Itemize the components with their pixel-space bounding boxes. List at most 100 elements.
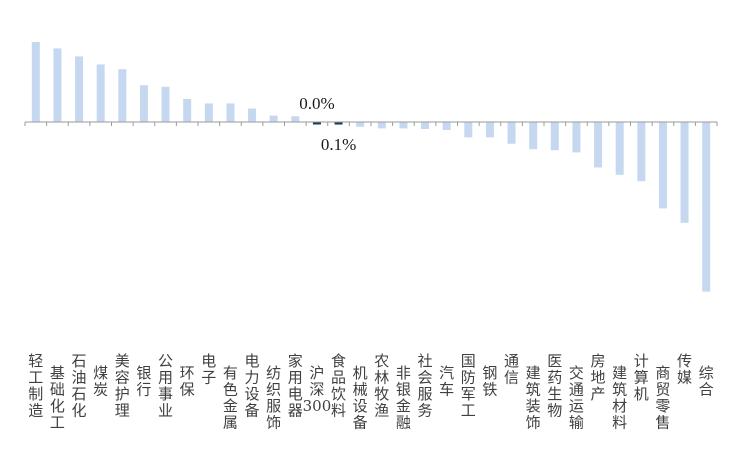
bar-食品饮料 <box>334 122 343 125</box>
svg-text:社: 社 <box>418 352 433 370</box>
svg-text:医: 医 <box>547 352 562 370</box>
svg-text:基: 基 <box>50 364 65 382</box>
svg-text:牧: 牧 <box>374 385 389 403</box>
x-tick-label-银行: 银行 <box>136 364 151 399</box>
svg-text:轻: 轻 <box>28 352 43 370</box>
bar-建筑材料 <box>615 122 624 175</box>
svg-text:传: 传 <box>677 352 692 370</box>
svg-text:美: 美 <box>115 352 130 370</box>
bar-钢铁 <box>485 122 494 138</box>
svg-text:运: 运 <box>569 397 584 415</box>
svg-text:防: 防 <box>461 369 476 387</box>
bar-商贸零售 <box>658 122 667 209</box>
svg-text:电: 电 <box>245 352 260 370</box>
svg-text:媒: 媒 <box>677 369 692 387</box>
svg-text:通: 通 <box>569 381 584 399</box>
bar-传媒 <box>680 122 689 223</box>
svg-text:工: 工 <box>28 369 43 387</box>
svg-text:融: 融 <box>396 414 411 432</box>
bar-电子 <box>204 103 213 122</box>
svg-text:装: 装 <box>526 397 541 415</box>
svg-text:300: 300 <box>303 397 332 415</box>
svg-text:物: 物 <box>547 402 562 420</box>
svg-text:煤: 煤 <box>93 364 108 382</box>
svg-text:生: 生 <box>547 385 562 403</box>
svg-text:贸: 贸 <box>655 381 670 399</box>
bar-电力设备 <box>248 108 257 122</box>
svg-text:纺: 纺 <box>266 364 281 382</box>
svg-text:综: 综 <box>699 364 714 382</box>
x-tick-label-综合: 综合 <box>699 364 714 399</box>
svg-text:业: 业 <box>158 402 173 420</box>
svg-text:汽: 汽 <box>439 364 454 382</box>
svg-text:石: 石 <box>72 352 87 370</box>
svg-text:国: 国 <box>461 352 476 370</box>
svg-text:有: 有 <box>223 364 238 382</box>
svg-text:农: 农 <box>374 352 389 370</box>
svg-text:饰: 饰 <box>266 414 281 432</box>
svg-text:军: 军 <box>461 385 476 403</box>
svg-text:零: 零 <box>655 397 670 415</box>
bar-轻工制造 <box>31 42 40 122</box>
svg-text:合: 合 <box>699 381 714 399</box>
svg-text:金: 金 <box>396 397 411 415</box>
svg-text:食: 食 <box>331 352 346 370</box>
svg-text:理: 理 <box>115 402 130 420</box>
x-tick-label-通信: 通信 <box>504 352 519 387</box>
svg-text:器: 器 <box>288 402 303 420</box>
bar-纺织服饰 <box>269 115 278 122</box>
svg-text:设: 设 <box>353 397 368 415</box>
svg-text:行: 行 <box>136 381 151 399</box>
svg-text:石: 石 <box>72 385 87 403</box>
bar-通信 <box>507 122 516 144</box>
data-label-沪深300: 0.0% <box>299 94 334 113</box>
bar-综合 <box>702 122 711 292</box>
svg-text:银: 银 <box>396 381 411 399</box>
data-label-食品饮料: 0.1% <box>321 135 356 154</box>
svg-text:工: 工 <box>50 414 65 432</box>
x-tick-label-计算机: 计算机 <box>634 352 649 403</box>
svg-text:交: 交 <box>569 364 584 382</box>
svg-text:料: 料 <box>612 414 627 432</box>
svg-text:通: 通 <box>504 352 519 370</box>
svg-text:备: 备 <box>353 414 368 432</box>
bar-环保 <box>183 98 192 122</box>
svg-text:工: 工 <box>461 402 476 420</box>
bar-基础化工 <box>53 48 62 122</box>
svg-text:林: 林 <box>374 369 389 387</box>
bar-非银金融 <box>399 122 408 129</box>
svg-text:银: 银 <box>136 364 151 382</box>
svg-text:售: 售 <box>655 414 670 432</box>
svg-text:金: 金 <box>223 397 238 415</box>
svg-text:电: 电 <box>288 385 303 403</box>
bar-有色金属 <box>226 103 235 122</box>
svg-text:用: 用 <box>288 369 303 387</box>
svg-text:信: 信 <box>504 369 519 387</box>
svg-text:产: 产 <box>591 385 606 403</box>
svg-text:地: 地 <box>591 369 606 387</box>
svg-text:会: 会 <box>418 369 433 387</box>
svg-text:用: 用 <box>158 369 173 387</box>
svg-text:药: 药 <box>547 369 562 387</box>
svg-text:建: 建 <box>612 364 627 382</box>
x-tick-label-房地产: 房地产 <box>591 352 606 403</box>
svg-text:力: 力 <box>245 369 260 387</box>
bar-石油石化 <box>75 56 84 122</box>
svg-text:房: 房 <box>591 352 606 370</box>
svg-text:化: 化 <box>50 397 65 415</box>
